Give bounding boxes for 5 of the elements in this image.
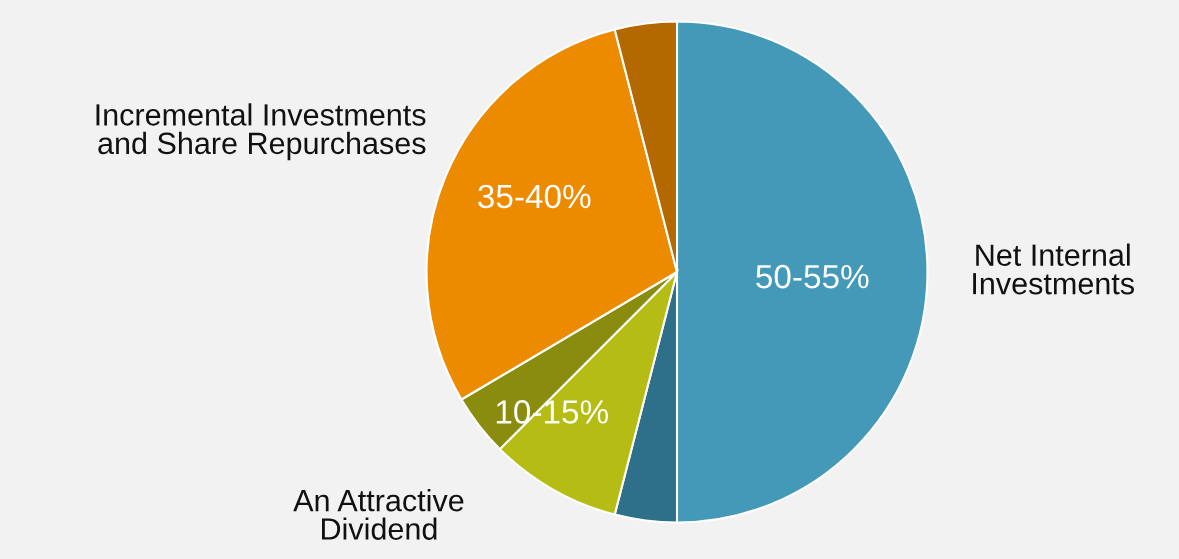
text: 50-55% [756, 264, 869, 289]
slice-label: Incremental Investments and Share Repurchases [96, 103, 426, 161]
slice-label: Net Internal Investments [973, 243, 1134, 295]
text: 35-40% [478, 184, 591, 209]
slice-label: An Attractive Dividend [293, 488, 464, 540]
